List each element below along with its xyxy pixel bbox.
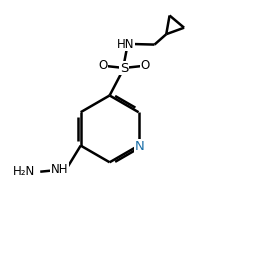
Text: NH: NH (51, 163, 68, 176)
Text: S: S (120, 62, 128, 75)
Text: O: O (141, 59, 150, 73)
Text: H₂N: H₂N (13, 165, 35, 178)
Text: N: N (134, 140, 144, 153)
Text: O: O (98, 59, 107, 73)
Text: HN: HN (117, 38, 135, 50)
